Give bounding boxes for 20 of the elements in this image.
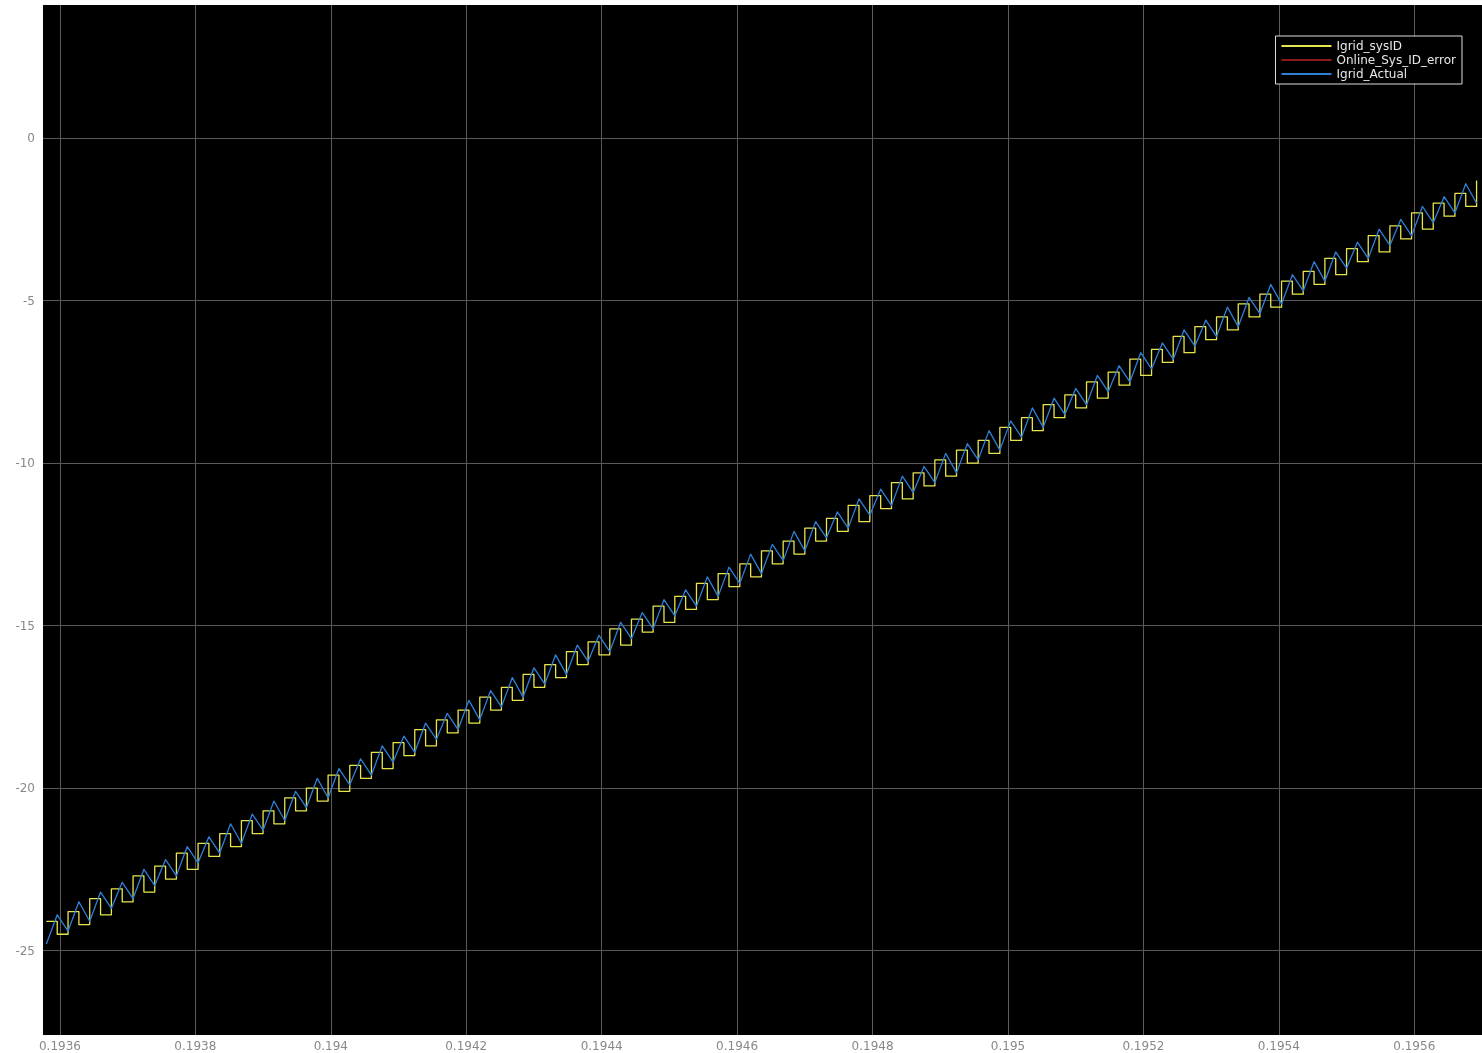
legend-label: Igrid_Actual — [1336, 67, 1408, 81]
legend-label: Igrid_sysID — [1336, 39, 1402, 53]
legend-label: Online_Sys_ID_error — [1336, 53, 1457, 67]
x-tick-label: 0.1946 — [716, 1039, 759, 1053]
x-tick-label: 0.1954 — [1257, 1039, 1300, 1053]
x-tick-label: 0.1952 — [1122, 1039, 1165, 1053]
x-tick-label: 0.1956 — [1393, 1039, 1436, 1053]
x-tick-label: 0.1948 — [851, 1039, 894, 1053]
x-tick-label: 0.1936 — [38, 1039, 81, 1053]
y-tick-label: -20 — [15, 781, 35, 796]
y-tick-label: -10 — [15, 456, 35, 471]
x-tick-label: 0.195 — [990, 1039, 1026, 1053]
x-tick-label: 0.194 — [313, 1039, 348, 1053]
x-tick-label: 0.1944 — [580, 1039, 623, 1053]
y-tick-label: -25 — [15, 943, 35, 958]
y-tick-label: -5 — [23, 293, 35, 308]
x-tick-label: 0.1938 — [174, 1039, 217, 1053]
x-tick-label: 0.1942 — [445, 1039, 488, 1053]
y-tick-label: -15 — [15, 618, 35, 633]
y-tick-label: 0 — [27, 131, 35, 146]
